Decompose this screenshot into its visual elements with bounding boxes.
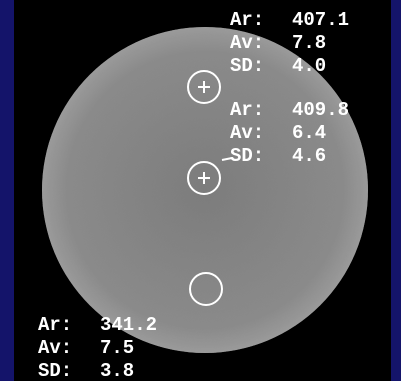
roi-circle [187, 161, 221, 195]
roi-markers [187, 70, 233, 306]
measure-label: Ar: [230, 99, 264, 121]
measure-value: 409.8 [292, 99, 349, 121]
roi-circle [187, 70, 221, 104]
measure-label: SD: [230, 145, 264, 167]
measure-value: 7.5 [100, 337, 134, 359]
measure-value: 6.4 [292, 122, 326, 144]
measure-value: 4.6 [292, 145, 326, 167]
measure-label: Av: [38, 337, 72, 359]
measure-value: 4.0 [292, 55, 326, 77]
measure-value: 3.8 [100, 360, 134, 381]
roi-circle [189, 272, 223, 306]
roi-cross [198, 81, 210, 93]
measure-label: SD: [38, 360, 72, 381]
roi-labels: Ar: 407.1 Av: 7.8 SD: 4.0 Ar: 409.8 Av: 6.4 SD: 4.6… [38, 9, 349, 381]
measure-value: 7.8 [292, 32, 326, 54]
measure-label: Av: [230, 32, 264, 54]
measure-value: 341.2 [100, 314, 157, 336]
phantom [42, 27, 368, 353]
measure-value: 407.1 [292, 9, 349, 31]
measure-label: Ar: [38, 314, 72, 336]
measure-label: Av: [230, 122, 264, 144]
roi-cross [198, 172, 210, 184]
measure-label: Ar: [230, 9, 264, 31]
measure-label: SD: [230, 55, 264, 77]
pointer [221, 157, 233, 161]
